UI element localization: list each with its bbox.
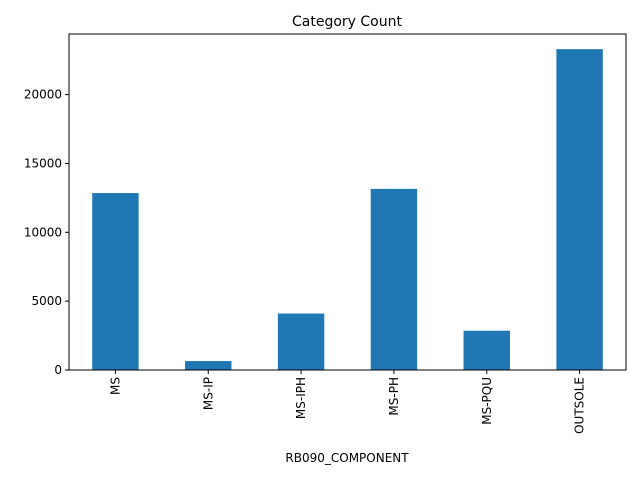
plot-spines: [68, 33, 627, 371]
bar-ms-ip: [185, 361, 232, 370]
x-axis: MS MS-IP MS-IPH MS-PH MS-PQU OUTSOLE: [108, 370, 587, 434]
y-axis: 0 5000 10000 15000 20000: [24, 88, 69, 377]
bar-ms-ph: [370, 188, 418, 370]
bar-ms-pqu: [463, 330, 510, 370]
x-tick-label: MS-IP: [201, 377, 215, 410]
x-tick-label: MS-PH: [387, 377, 401, 416]
bar-ms: [92, 193, 139, 370]
x-tick-label: OUTSOLE: [573, 377, 587, 434]
x-tick-label: MS-PQU: [480, 377, 494, 425]
plot-frame: [68, 33, 627, 371]
x-tick-label: MS: [108, 377, 122, 395]
bar-ms-iph: [277, 313, 325, 370]
y-tick-label: 10000: [24, 225, 62, 239]
chart-title: Category Count: [292, 14, 402, 30]
x-tick-label: MS-IPH: [294, 377, 308, 419]
bars-group: [92, 49, 603, 371]
y-tick-label: 20000: [24, 88, 62, 102]
x-axis-label: RB090_COMPONENT: [285, 451, 409, 465]
bar-outsole: [556, 49, 603, 371]
y-tick-label: 15000: [24, 156, 62, 170]
y-tick-label: 0: [54, 363, 62, 377]
y-tick-label: 5000: [31, 294, 62, 308]
